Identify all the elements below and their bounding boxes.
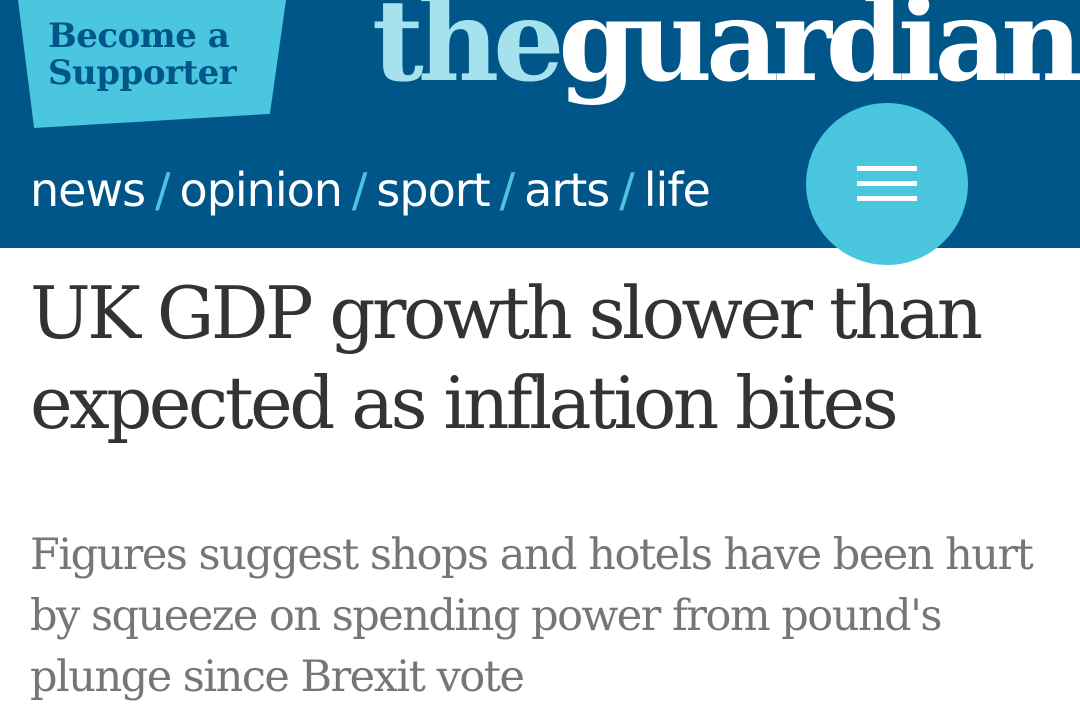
- nav-item-news[interactable]: news: [30, 163, 146, 217]
- nav-separator: /: [155, 163, 170, 217]
- masthead: Become a Supporter theguardian news / op…: [0, 0, 1080, 265]
- article-standfirst: Figures suggest shops and hotels have be…: [30, 530, 1034, 702]
- primary-nav: news / opinion / sport / arts / life: [30, 158, 711, 222]
- logo-guardian: guardian: [558, 0, 1080, 107]
- nav-item-life[interactable]: life: [643, 163, 711, 217]
- become-supporter-label: Become a Supporter: [48, 16, 237, 93]
- hamburger-menu-icon: [857, 166, 917, 202]
- article-headline: UK GDP growth slower than expected as in…: [30, 271, 983, 445]
- become-supporter-button[interactable]: Become a Supporter: [18, 0, 286, 128]
- nav-item-arts[interactable]: arts: [524, 163, 610, 217]
- nav-separator: /: [499, 163, 515, 217]
- nav-item-sport[interactable]: sport: [376, 163, 490, 217]
- guardian-logo[interactable]: theguardian: [372, 0, 1080, 112]
- logo-the: the: [372, 0, 564, 107]
- nav-item-opinion[interactable]: opinion: [179, 163, 343, 217]
- nav-separator: /: [351, 163, 367, 217]
- nav-separator: /: [619, 163, 634, 217]
- menu-button[interactable]: [806, 103, 968, 265]
